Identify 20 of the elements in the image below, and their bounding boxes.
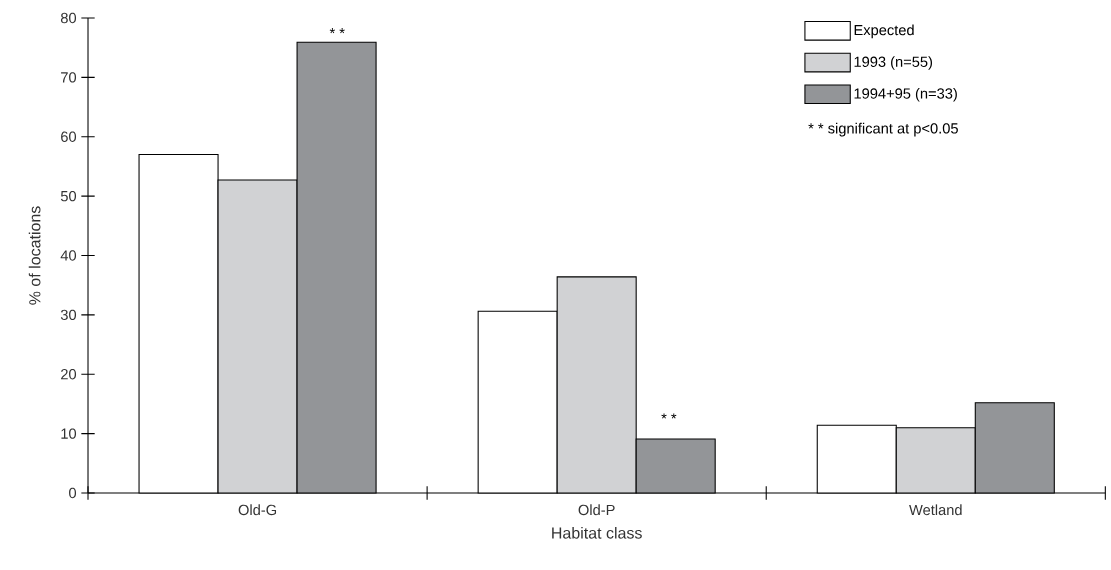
legend-label: 1993 (n=55)	[854, 56, 933, 70]
y-axis-title: % of locations	[28, 206, 41, 305]
y-tick-label: 70	[61, 72, 77, 83]
x-tick-label: Old-G	[238, 504, 277, 516]
x-axis-title: Habitat class	[552, 526, 642, 539]
annotation: * *	[661, 413, 677, 419]
y-tick-label: 50	[60, 190, 77, 202]
x-tick-label: Wetland	[909, 504, 962, 516]
y-tick-label: 80	[60, 12, 77, 24]
y-tick-label: 40	[60, 250, 77, 261]
y-tick-label: 60	[61, 131, 77, 142]
annotation: * * significant at p<0.05	[808, 122, 958, 137]
y-tick-label: 20	[61, 369, 77, 380]
y-tick-label: 0	[69, 487, 77, 499]
y-tick-label: 10	[61, 428, 77, 439]
legend-label: 1994+95 (n=33)	[854, 87, 957, 102]
y-tick-label: 30	[60, 309, 77, 321]
legend-label: Expected	[854, 24, 914, 39]
annotation: * *	[329, 28, 345, 34]
x-tick-label: Old-P	[578, 504, 615, 516]
